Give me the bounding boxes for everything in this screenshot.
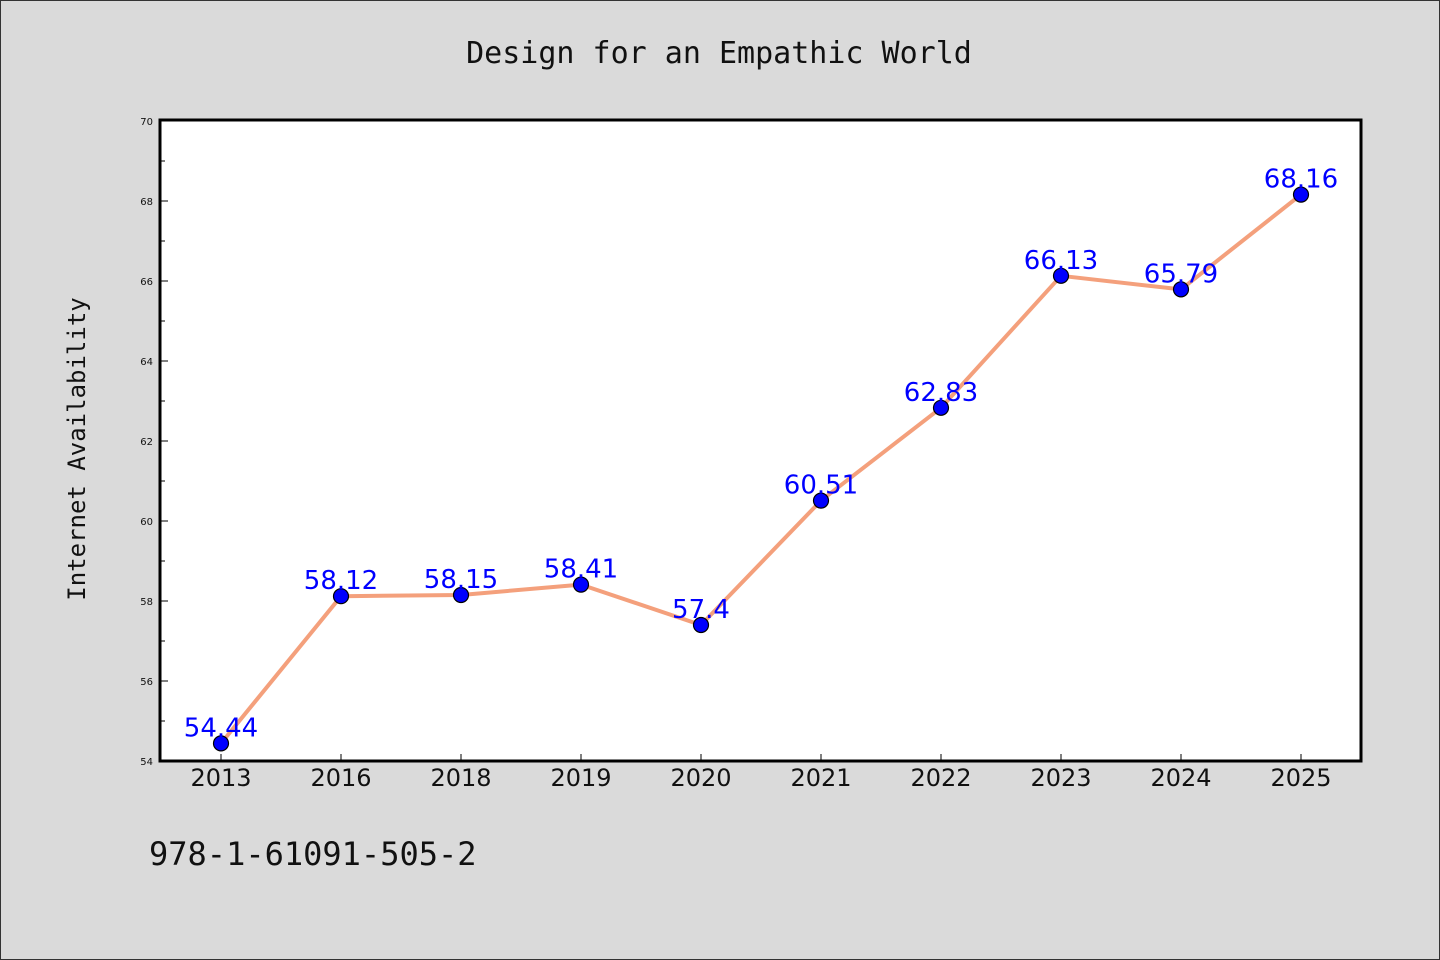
data-point (812, 492, 830, 509)
data-label: 58.15 (424, 565, 498, 595)
y-tick-label: 66 (140, 277, 153, 288)
data-point (1292, 186, 1310, 203)
data-label: 65.79 (1144, 259, 1218, 289)
y-tick-label: 64 (140, 357, 153, 368)
x-tick-label: 2025 (1270, 764, 1331, 792)
y-tick-label: 70 (140, 117, 153, 128)
x-axis-ticks: 2013 2016 2018 2019 2020 2021 2022 2023 2024 2025 (190, 754, 1332, 792)
chart-title: Design for an Empathic World (466, 36, 972, 71)
data-point (212, 735, 230, 752)
data-label: 66.13 (1024, 246, 1098, 276)
plot-area (158, 118, 1363, 763)
data-point (452, 586, 470, 604)
y-tick-label: 58 (140, 597, 153, 608)
data-point (1172, 281, 1190, 298)
y-tick-label: 54 (140, 757, 153, 768)
x-tick-label: 2024 (1150, 764, 1211, 792)
x-tick-label: 2020 (670, 764, 731, 792)
y-axis-ticks: 54 56 58 60 62 64 66 68 70 (140, 117, 168, 768)
x-tick-label: 2019 (550, 764, 611, 792)
x-tick-label: 2022 (910, 764, 971, 792)
x-tick-label: 2016 (310, 764, 371, 792)
data-point (332, 588, 350, 605)
x-tick-label: 2018 (430, 764, 491, 792)
series-line (219, 192, 1303, 746)
data-label: 60.51 (784, 471, 858, 501)
data-label: 58.12 (304, 566, 378, 596)
y-tick-label: 60 (140, 517, 153, 528)
data-label: 68.16 (1264, 165, 1338, 195)
data-label: 57.4 (672, 595, 730, 625)
data-point (932, 399, 950, 416)
data-point (692, 616, 710, 634)
data-label-group: 54.44 58.12 58.15 58.41 57.4 60.51 62.83 66.13 6… (184, 165, 1338, 744)
data-label: 62.83 (904, 378, 978, 408)
data-point (1052, 267, 1070, 284)
x-tick-label: 2013 (190, 764, 251, 792)
y-tick-label: 68 (140, 197, 153, 208)
x-tick-label: 2021 (790, 764, 851, 792)
y-tick-label: 56 (140, 677, 153, 688)
series-group (212, 186, 1310, 752)
data-label: 58.41 (544, 555, 618, 585)
y-tick-label: 62 (140, 437, 153, 448)
data-point (572, 576, 590, 593)
data-label: 54.44 (184, 713, 258, 743)
x-tick-label: 2023 (1030, 764, 1091, 792)
footer-isbn: 978-1-61091-505-2 (149, 835, 477, 873)
y-axis-label: Internet Availability (63, 297, 91, 600)
